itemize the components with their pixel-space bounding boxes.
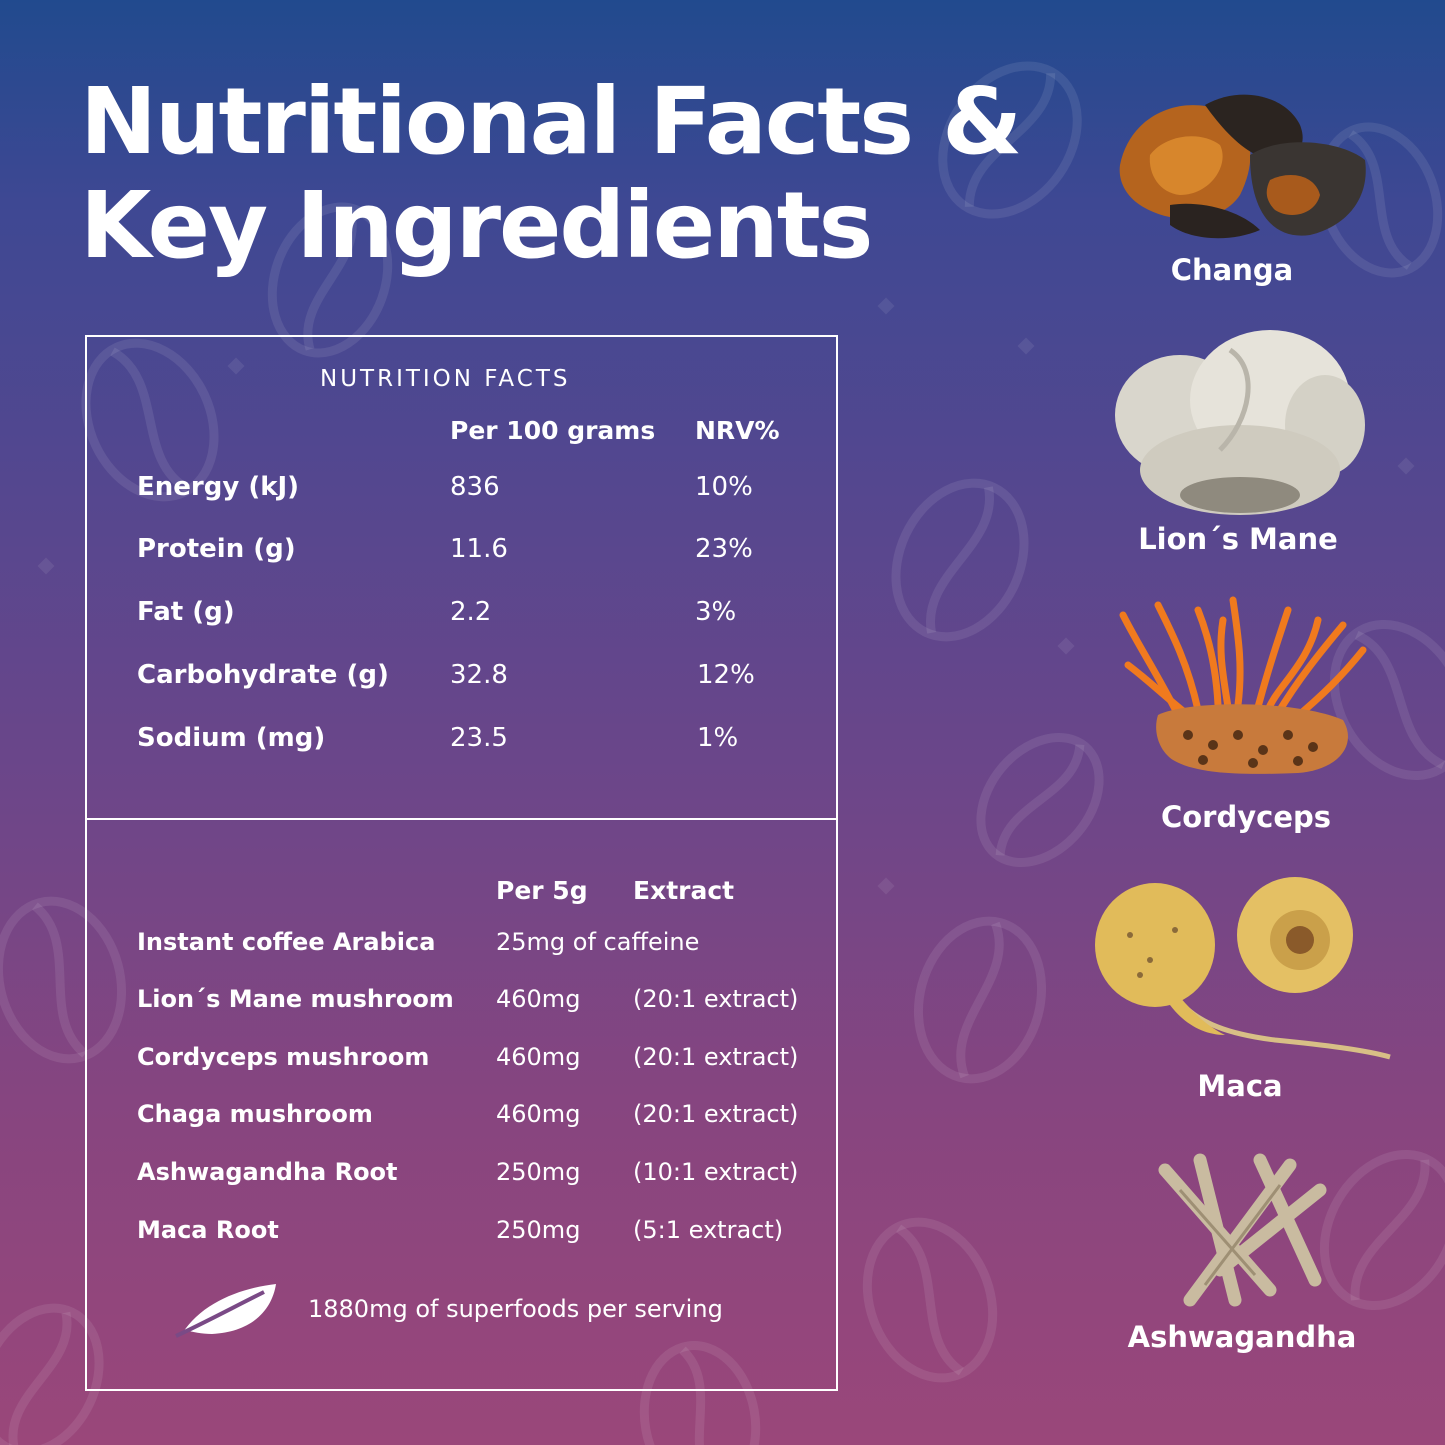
ingredient-row-extract: (10:1 extract) (633, 1158, 799, 1186)
title-line-2: Key Ingredients (80, 172, 873, 279)
ingredient-row-extract: (5:1 extract) (633, 1216, 784, 1244)
nutrition-row-label: Carbohydrate (g) (137, 660, 389, 690)
nutrition-row-value: 23.5 (450, 723, 508, 753)
ingredient-label: Ashwagandha (1127, 1320, 1357, 1354)
cordyceps-image (1119, 596, 1367, 774)
ingredient-label: Maca (1197, 1069, 1283, 1103)
ingredient-row-amount: 460mg (496, 1100, 581, 1128)
nutrition-row-label: Protein (g) (137, 534, 296, 564)
nutrition-row-label: Fat (g) (137, 597, 235, 627)
leaf-icon (175, 1284, 276, 1338)
ingredient-label: Lion´s Mane (1138, 522, 1338, 556)
column-header-extract: Extract (633, 876, 735, 905)
ingredient-row-amount: 25mg of caffeine (496, 928, 700, 956)
ingredient-row-label: Instant coffee Arabica (137, 928, 436, 956)
chaga-chunks-image (1119, 94, 1366, 239)
ingredient-row-label: Ashwagandha Root (137, 1158, 398, 1186)
nutrition-row-nrv: 23% (695, 534, 753, 564)
ingredient-row-label: Maca Root (137, 1216, 279, 1244)
ingredients-panel (85, 818, 838, 1391)
ingredient-row-amount: 460mg (496, 985, 581, 1013)
nutrition-row-value: 836 (450, 472, 500, 502)
ashwagandha-roots-image (1158, 1153, 1327, 1307)
maca-root-image (1095, 877, 1391, 1060)
nutrition-row-value: 2.2 (450, 597, 492, 627)
ingredient-row-amount: 250mg (496, 1216, 581, 1244)
column-header-per-100g: Per 100 grams (450, 416, 656, 445)
column-header-nrv: NRV% (695, 416, 780, 445)
lions-mane-mushroom-image (1115, 330, 1365, 515)
nutrition-facts-heading: NUTRITION FACTS (320, 366, 571, 392)
ingredient-label: Changa (1170, 253, 1294, 287)
nutrition-row-label: Sodium (mg) (137, 723, 326, 753)
nutrition-row-nrv: 1% (697, 723, 739, 753)
ingredient-row-amount: 460mg (496, 1043, 581, 1071)
nutrition-row-value: 32.8 (450, 660, 508, 690)
ingredient-row-extract: (20:1 extract) (633, 1100, 799, 1128)
ingredient-row-amount: 250mg (496, 1158, 581, 1186)
nutrition-row-nrv: 12% (697, 660, 755, 690)
page-title: Nutritional Facts & Key Ingredients (80, 70, 1080, 278)
nutrition-row-label: Energy (kJ) (137, 472, 300, 502)
title-line-1: Nutritional Facts & (80, 68, 1022, 175)
ingredient-label: Cordyceps (1160, 800, 1332, 834)
nutrition-row-value: 11.6 (450, 534, 508, 564)
ingredient-row-extract: (20:1 extract) (633, 985, 799, 1013)
column-header-per-5g: Per 5g (496, 876, 588, 905)
ingredient-row-label: Lion´s Mane mushroom (137, 985, 454, 1013)
ingredient-row-label: Chaga mushroom (137, 1100, 373, 1128)
ingredient-row-label: Cordyceps mushroom (137, 1043, 430, 1071)
superfoods-note: 1880mg of superfoods per serving (308, 1295, 723, 1323)
nutrition-row-nrv: 10% (695, 472, 753, 502)
ingredient-row-extract: (20:1 extract) (633, 1043, 799, 1071)
nutrition-row-nrv: 3% (695, 597, 737, 627)
